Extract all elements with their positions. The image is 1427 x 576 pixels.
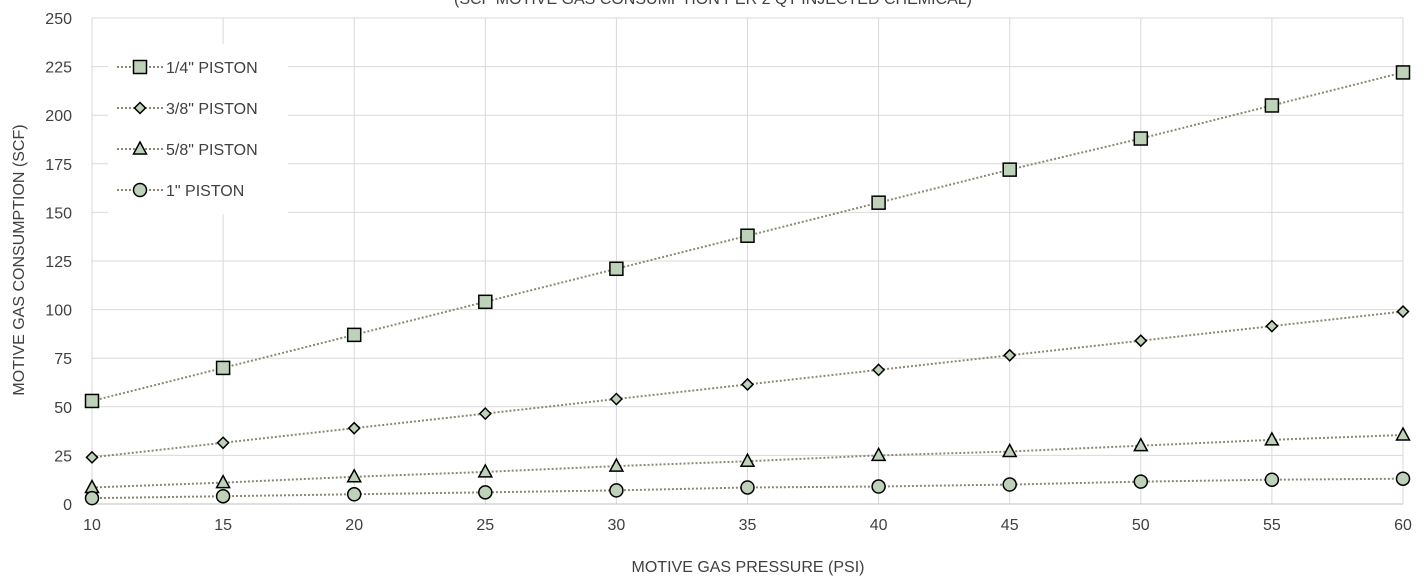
y-tick-label: 225: [45, 60, 72, 77]
y-tick-label: 25: [54, 448, 72, 465]
legend-label: 3/8" PISTON: [166, 101, 258, 118]
data-point-triangle: [1395, 426, 1411, 441]
data-point-circle: [1133, 474, 1149, 489]
legend-label: 1" PISTON: [166, 183, 244, 200]
data-point-circle: [84, 490, 100, 506]
x-tick-label: 45: [1001, 517, 1019, 534]
data-point-circle: [1002, 477, 1017, 492]
x-tick-label: 60: [1394, 517, 1412, 534]
data-point-square: [1133, 131, 1149, 146]
data-point-diamond: [216, 436, 230, 450]
data-point-diamond: [1134, 334, 1148, 348]
data-point-square: [609, 261, 624, 277]
data-point-diamond: [347, 421, 361, 435]
y-tick-label: 75: [54, 351, 72, 368]
legend-marker-triangle: [132, 140, 148, 155]
legend: 1/4" PISTON 3/8" PISTON 5/8" PISTON 1" PIST…: [117, 59, 258, 200]
data-point-diamond: [872, 363, 886, 377]
series-square: [84, 65, 1411, 409]
data-point-square: [478, 294, 493, 310]
series-circle: [84, 471, 1411, 506]
data-point-triangle: [215, 474, 231, 489]
x-axis-title: MOTIVE GAS PRESSURE (PSI): [632, 559, 865, 576]
legend-item: 1" PISTON: [117, 182, 244, 200]
series-layer: [84, 65, 1411, 506]
data-point-diamond: [1265, 319, 1279, 333]
data-point-triangle: [477, 463, 494, 478]
legend-item: 3/8" PISTON: [117, 101, 258, 118]
data-point-triangle: [346, 468, 362, 483]
data-point-square: [1264, 98, 1280, 113]
data-point-circle: [478, 485, 493, 500]
x-tick-label: 10: [83, 517, 101, 534]
data-point-triangle: [608, 457, 625, 472]
legend-item: 5/8" PISTON: [117, 140, 258, 159]
series-triangle: [84, 426, 1411, 494]
y-axis-title: MOTIVE GAS CONSUMPTION (SCF): [11, 124, 28, 395]
y-tick-labels: 0 25 50 75 100 125 150 175 200 225 250: [45, 11, 72, 514]
data-point-square: [346, 327, 362, 343]
y-tick-label: 250: [45, 11, 72, 28]
data-point-circle: [215, 488, 231, 504]
x-tick-label: 20: [345, 517, 363, 534]
data-point-square: [1395, 65, 1411, 80]
data-point-square: [740, 228, 755, 243]
x-tick-label: 50: [1132, 517, 1150, 534]
x-tick-label: 15: [214, 517, 232, 534]
data-point-diamond: [609, 392, 623, 406]
data-point-triangle: [1133, 437, 1149, 452]
x-tick-label: 25: [476, 517, 494, 534]
y-tick-label: 50: [54, 400, 72, 417]
data-point-triangle: [739, 452, 756, 467]
data-point-diamond: [1396, 304, 1410, 319]
data-point-square: [84, 393, 100, 409]
x-tick-label: 55: [1263, 517, 1281, 534]
legend-label: 1/4" PISTON: [166, 60, 258, 77]
x-tick-label: 40: [870, 517, 888, 534]
x-tick-labels: 10 15 20 25 30 35 40 45 50 55 60: [83, 517, 1412, 534]
data-point-circle: [1395, 471, 1411, 486]
data-point-diamond: [740, 377, 755, 392]
data-point-diamond: [1003, 348, 1017, 362]
data-point-square: [215, 360, 231, 376]
data-point-square: [871, 195, 886, 210]
data-point-circle: [740, 480, 755, 495]
y-tick-label: 200: [45, 108, 72, 125]
legend-marker-diamond: [133, 101, 147, 115]
y-tick-label: 150: [45, 205, 72, 222]
data-point-circle: [1264, 472, 1280, 487]
data-point-triangle: [1001, 442, 1018, 458]
series-diamond: [85, 304, 1410, 464]
grid: [91, 17, 1404, 505]
data-point-triangle: [1264, 431, 1280, 446]
legend-label: 5/8" PISTON: [166, 142, 258, 159]
data-point-diamond: [85, 450, 99, 464]
data-point-circle: [871, 479, 886, 494]
legend-marker-circle: [132, 182, 148, 198]
y-tick-label: 175: [45, 157, 72, 174]
legend-item: 1/4" PISTON: [117, 59, 258, 77]
y-tick-label: 100: [45, 303, 72, 320]
x-tick-label: 35: [739, 517, 757, 534]
data-point-diamond: [478, 407, 492, 421]
legend-marker-square: [132, 59, 148, 75]
data-point-circle: [609, 483, 624, 498]
data-point-triangle: [870, 446, 887, 462]
y-tick-label: 125: [45, 254, 72, 271]
data-point-circle: [346, 487, 362, 502]
data-point-square: [1002, 162, 1017, 177]
series-line: [91, 477, 1404, 500]
y-tick-label: 0: [63, 497, 72, 514]
chart-title: (SCF MOTIVE GAS CONSUMPTION PER 2 QT INJ…: [454, 0, 972, 8]
x-tick-label: 30: [608, 517, 626, 534]
